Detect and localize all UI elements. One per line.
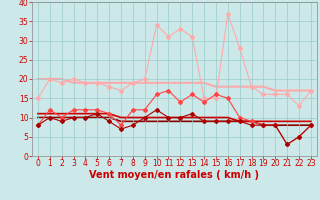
X-axis label: Vent moyen/en rafales ( km/h ): Vent moyen/en rafales ( km/h ) xyxy=(89,170,260,180)
